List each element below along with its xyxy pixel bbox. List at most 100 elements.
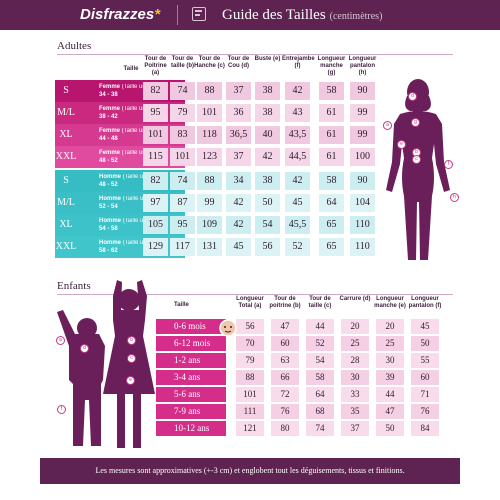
measure-marker: c [412,155,421,164]
adults-section-title: Adultes [57,40,92,52]
measurement-cell: 104 [350,194,375,212]
size-range: 52 - 54 [99,204,118,210]
measurement-cell: 44 [306,319,334,334]
measurement-cell: 30 [341,370,369,385]
measurement-cell: 20 [341,319,369,334]
measurement-cell: 64 [306,387,334,402]
size-range: 58 - 62 [99,248,118,254]
size-description: Homme (Taille unique) 52 - 54 [77,192,185,214]
kids-column-header: Longueur Total (a) [236,296,264,309]
page-title: Guide des Tailles (centimètres) [222,5,382,25]
measurement-cell: 50 [255,194,280,212]
adults-table-row: M/L Femme (Taille unique) 38 - 42 95 79 101 36… [55,102,382,124]
measurement-cell: 110 [350,238,375,256]
size-note: (Taille unique) [121,150,160,156]
measurement-cell: 95 [143,104,168,122]
measure-marker: c [127,354,136,363]
measurement-cell: 70 [236,336,264,351]
size-note: (Taille unique) [122,218,161,224]
measurement-cell: 35 [341,404,369,419]
measurement-cell: 72 [271,387,299,402]
kids-table-row: 5-6 ans 101 72 64 33 44 71 [156,387,441,402]
header-divider [177,5,178,25]
measurement-cell: 65 [319,216,344,234]
measurement-cell: 47 [376,404,404,419]
measurement-cell: 101 [143,126,168,144]
measurement-cell: 52 [306,336,334,351]
kids-table-row: 10-12 ans 121 80 74 37 50 84 [156,421,441,436]
measurement-cell: 61 [319,104,344,122]
kids-column-header: Tour de taille (c) [308,296,332,309]
measuring-tape-icon [192,7,206,21]
kids-column-header: Longueur manche (e) [374,296,406,309]
adults-column-header: Entrejambe (f) [282,56,315,69]
measurement-cell: 115 [143,148,168,166]
measurement-cell: 101 [236,387,264,402]
measurement-cell: 50 [376,421,404,436]
size-code: XL [55,214,77,236]
measurement-cell: 40 [255,126,280,144]
size-code: XL [55,124,77,146]
measurement-cell: 43,5 [285,126,310,144]
measurement-cell: 110 [350,216,375,234]
measurement-cell: 54 [306,353,334,368]
measurement-cell: 28 [341,353,369,368]
size-note: (Taille unique) [121,84,160,90]
measurement-cell: 80 [271,421,299,436]
measurement-cell: 25 [376,336,404,351]
measurement-cell: 88 [197,172,222,190]
measure-marker: d [80,344,89,353]
measurement-cell: 37 [226,82,251,100]
adults-section-divider [57,54,453,55]
size-note: (Taille unique) [122,174,161,180]
measurement-cell: 42 [226,216,251,234]
measurement-cell: 82 [143,82,168,100]
measurement-cell: 37 [341,421,369,436]
measurement-cell: 58 [306,370,334,385]
measurement-cell: 38 [255,82,280,100]
measure-marker: g [411,118,420,127]
size-range: 38 - 42 [99,114,118,120]
measurement-cell: 33 [341,387,369,402]
measurement-cell: 117 [170,238,195,256]
size-code: XXL [55,236,77,258]
measurement-cell: 109 [197,216,222,234]
age-label: 6-12 mois [156,336,226,351]
measurement-cell: 56 [255,238,280,256]
size-range: 54 - 58 [99,226,118,232]
measurement-cell: 39 [376,370,404,385]
kids-column-header: Carrure (d) [339,296,371,302]
size-code: M/L [55,102,77,124]
measure-marker: a [383,121,392,130]
measure-marker: a [56,336,65,345]
measurement-cell: 101 [170,148,195,166]
measurement-cell: 42 [226,194,251,212]
size-code: XXL [55,146,77,168]
measure-marker: d [408,92,417,101]
measurement-cell: 74 [170,82,195,100]
measurement-cell: 83 [170,126,195,144]
measurement-cell: 87 [170,194,195,212]
size-description: Homme (Taille unique) 48 - 52 [77,170,185,192]
size-range: 48 - 52 [99,182,118,188]
adults-table-row: S Homme (Taille unique) 48 - 52 82 74 88 34 38 4… [55,170,382,192]
adults-table-row: XL Homme (Taille unique) 54 - 58 105 95 109 42… [55,214,382,236]
measurement-cell: 52 [285,238,310,256]
measure-marker: e [126,376,135,385]
size-note: (Taille unique) [122,196,161,202]
size-gender: Femme [99,106,121,112]
measurement-cell: 74 [306,421,334,436]
size-description: Homme (Taille unique) 54 - 58 [77,214,185,236]
brand-logo[interactable]: Disfrazzes* [80,6,161,23]
adults-column-header: Tour de Cou (d) [227,56,250,69]
measurement-cell: 95 [170,216,195,234]
measurement-cell: 55 [411,353,439,368]
measurement-cell: 111 [236,404,264,419]
measure-marker: h [450,193,459,202]
measurement-cell: 105 [143,216,168,234]
size-note: (Taille unique) [121,106,160,112]
measurement-cell: 101 [197,104,222,122]
size-range: 48 - 52 [99,158,118,164]
measurement-cell: 68 [306,404,334,419]
measurement-cell: 121 [236,421,264,436]
